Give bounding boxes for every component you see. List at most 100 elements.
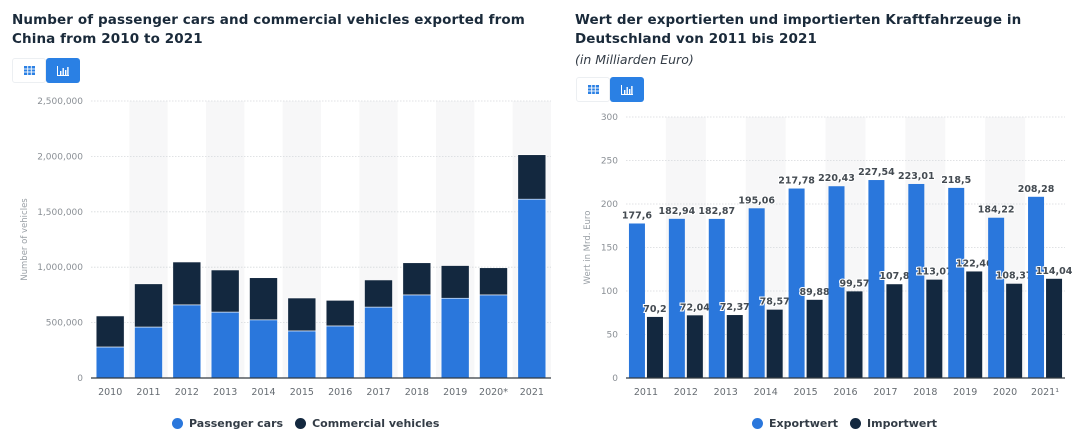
bar-passenger-cars-2017 <box>364 306 393 379</box>
bar-passenger-cars-2012 <box>172 304 202 379</box>
y-tick-label: 2,500,000 <box>37 97 83 107</box>
table-view-button[interactable] <box>576 77 610 102</box>
bar-exportwert-2021 <box>1028 196 1045 378</box>
data-label: 113,07 <box>916 267 953 278</box>
bar-exportwert-2012 <box>668 218 685 378</box>
y-axis-label: Number of vehicles <box>20 198 30 281</box>
bar-passenger-cars-2010 <box>95 346 125 379</box>
bar-exportwert-2014 <box>748 208 765 378</box>
bar-importwert-2018 <box>926 279 943 378</box>
bar-importwert-2013 <box>726 315 743 378</box>
x-tick-label: 2017 <box>366 387 390 398</box>
legend-label: Exportwert <box>769 417 839 430</box>
germany-vehicle-trade-panel: Wert der exportierten und importierten K… <box>560 0 1080 444</box>
x-tick-label: 2011 <box>136 387 160 398</box>
legend-item-exportwert[interactable]: Exportwert <box>752 417 838 430</box>
x-tick-label: 2016 <box>328 387 352 398</box>
y-tick-label: 500,000 <box>46 319 83 329</box>
bar-exportwert-2017 <box>868 180 885 378</box>
chart-view-button[interactable] <box>46 58 80 83</box>
bar-passenger-cars-2014 <box>249 319 278 379</box>
data-label: 218,5 <box>941 175 971 186</box>
chart-title: Number of passenger cars and commercial … <box>12 12 525 47</box>
table-icon <box>23 66 35 75</box>
data-label: 195,06 <box>738 195 775 206</box>
data-label: 99,57 <box>839 278 869 289</box>
bar-exportwert-2019 <box>948 187 965 378</box>
grouped-bar-chart: 0 50 100 150 200 250 300 Wert in Mrd. Euro 177,6… <box>583 113 1074 398</box>
legend-dot-exportwert <box>752 418 763 429</box>
table-icon <box>587 85 599 94</box>
x-tick-label: 2012 <box>175 387 199 398</box>
data-label: 70,2 <box>643 304 666 315</box>
legend-dot-importwert <box>850 418 862 429</box>
y-tick-label: 250 <box>601 157 618 167</box>
bar-importwert-2021 <box>1046 278 1063 378</box>
bar-importwert-2011 <box>646 316 663 378</box>
bar-commercial-vehicles-2021 <box>517 154 547 200</box>
legend-item-commercial-vehicles[interactable]: Commercial vehicles <box>295 417 439 430</box>
y-tick-label: 2,000,000 <box>37 152 83 162</box>
data-label: 122,46 <box>956 258 993 269</box>
data-label: 177,6 <box>622 210 652 221</box>
bar-commercial-vehicles-2019 <box>440 265 470 299</box>
y-tick-label: 0 <box>612 374 618 384</box>
data-label: 208,28 <box>1018 184 1055 195</box>
y-tick-label: 200 <box>601 200 618 210</box>
legend-dot-passenger-cars <box>172 418 183 429</box>
chart-legend: Passenger cars Commercial vehicles <box>172 417 451 430</box>
bar-commercial-vehicles-2015 <box>287 297 317 332</box>
data-label: 182,87 <box>698 206 735 217</box>
x-tick-label: 2014 <box>754 387 778 398</box>
data-label: 72,04 <box>680 302 710 313</box>
bar-passenger-cars-2016 <box>325 325 355 379</box>
bar-exportwert-2013 <box>708 218 725 378</box>
legend-item-importwert[interactable]: Importwert <box>850 417 937 430</box>
bar-passenger-cars-2020 <box>479 294 508 379</box>
stacked-bar-chart: 0 500,000 1,000,000 1,500,000 2,000,000 2,500… <box>20 97 551 398</box>
chart-view-button[interactable] <box>610 77 644 102</box>
bar-importwert-2016 <box>846 291 863 378</box>
y-tick-label: 300 <box>601 113 618 123</box>
china-exports-panel: Number of passenger cars and commercial … <box>12 12 551 430</box>
table-view-button[interactable] <box>12 58 46 83</box>
data-label: 89,88 <box>800 287 830 298</box>
data-label: 220,43 <box>818 173 855 184</box>
bar-exportwert-2016 <box>828 186 845 378</box>
chart-title: Wert der exportierten und importierten K… <box>575 12 1022 47</box>
data-label: 217,78 <box>778 176 815 187</box>
data-label: 72,37 <box>720 302 750 313</box>
y-tick-label: 0 <box>77 374 83 384</box>
x-tick-label: 2019 <box>953 387 977 398</box>
y-axis-label: Wert in Mrd. Euro <box>583 211 593 285</box>
legend-label: Passenger cars <box>189 417 284 430</box>
bar-passenger-cars-2011 <box>134 326 163 379</box>
x-tick-label: 2010 <box>98 387 122 398</box>
x-tick-label: 2015 <box>290 387 314 398</box>
x-tick-label: 2013 <box>714 387 738 398</box>
bar-commercial-vehicles-2014 <box>249 277 278 321</box>
x-tick-label: 2020 <box>993 387 1017 398</box>
data-label: 182,94 <box>659 206 696 217</box>
legend-label: Importwert <box>867 417 938 430</box>
chart-legend: Exportwert Importwert <box>752 417 949 430</box>
x-tick-label: 2017 <box>873 387 897 398</box>
x-tick-label: 2021 <box>520 387 544 398</box>
bar-importwert-2012 <box>686 315 703 378</box>
bar-passenger-cars-2019 <box>440 297 470 379</box>
bar-commercial-vehicles-2013 <box>210 269 240 313</box>
bar-chart-icon <box>621 84 633 95</box>
bar-commercial-vehicles-2016 <box>325 300 355 327</box>
x-tick-label: 2016 <box>833 387 857 398</box>
bar-importwert-2014 <box>766 309 783 378</box>
bar-commercial-vehicles-2020 <box>479 267 508 296</box>
bar-importwert-2020 <box>1006 283 1023 378</box>
y-tick-label: 1,500,000 <box>37 208 83 218</box>
data-label: 223,01 <box>898 171 935 182</box>
x-tick-label: 2013 <box>213 387 237 398</box>
x-tick-label: 2018 <box>913 387 937 398</box>
legend-item-passenger-cars[interactable]: Passenger cars <box>172 417 283 430</box>
x-tick-label: 2021¹ <box>1031 387 1059 398</box>
bar-importwert-2019 <box>966 271 983 378</box>
bar-passenger-cars-2021 <box>517 198 547 379</box>
